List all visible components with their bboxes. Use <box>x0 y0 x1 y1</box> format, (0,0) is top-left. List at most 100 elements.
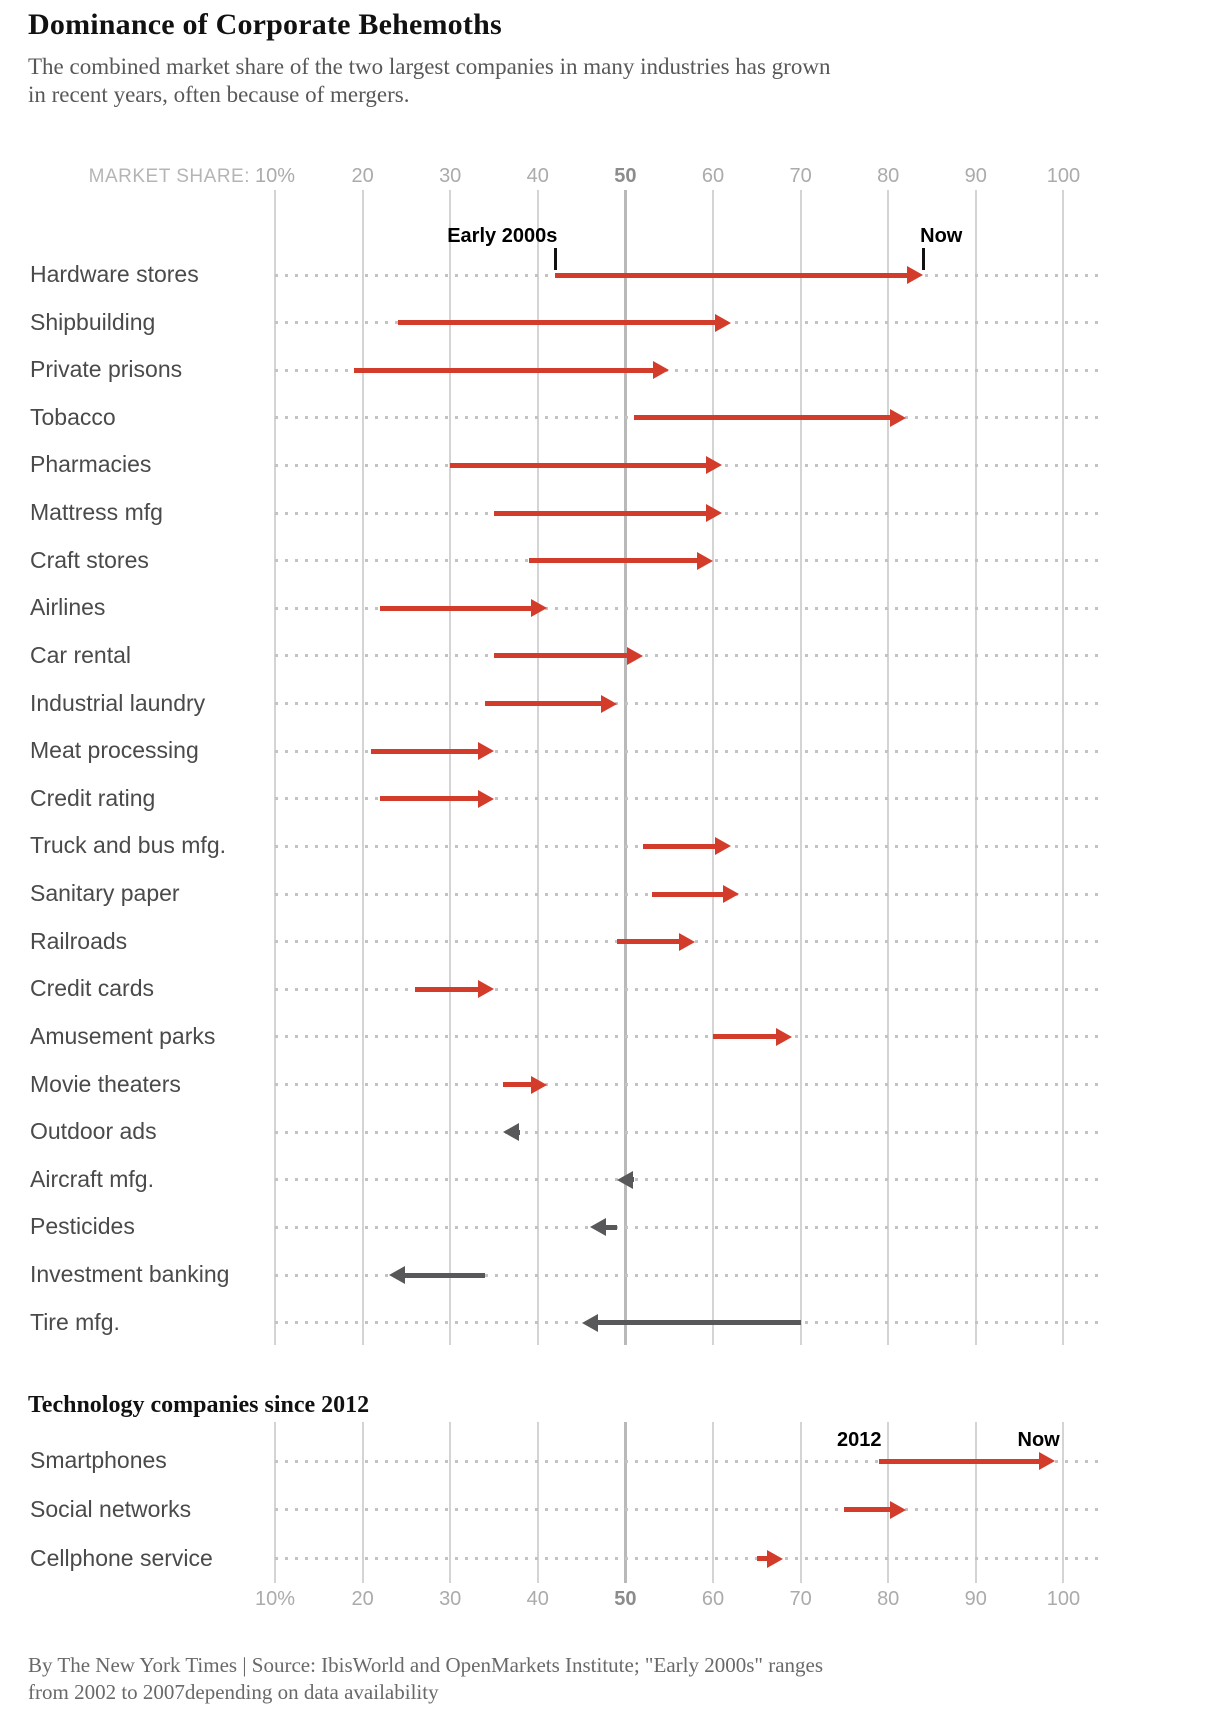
source-credit: By The New York Times | Source: IbisWorl… <box>28 1652 823 1706</box>
trend-arrow-head <box>705 456 722 475</box>
leader-line <box>275 1130 1100 1134</box>
start-annotation: Early 2000s <box>447 225 558 247</box>
row-label: Cellphone service <box>30 1544 213 1571</box>
leader-line <box>275 1083 1100 1087</box>
trend-arrow-shaft <box>494 653 629 659</box>
trend-arrow-head <box>907 266 924 284</box>
gridline-60 <box>712 1422 714 1583</box>
end-annotation: Now <box>920 225 963 247</box>
gridline-70 <box>799 190 802 1345</box>
gridline-10 <box>274 1422 276 1583</box>
gridline-90 <box>974 1422 977 1583</box>
trend-arrow-head <box>889 1500 906 1519</box>
source-credit-line: By The New York Times | Source: IbisWorl… <box>28 1653 824 1677</box>
tech-section-title: Technology companies since 2012 <box>28 1392 370 1418</box>
trend-arrow-head <box>502 1123 519 1142</box>
trend-arrow-head <box>714 313 731 332</box>
row-label: Pesticides <box>30 1213 135 1240</box>
gridline-20 <box>361 1422 364 1583</box>
trend-arrow-shaft <box>380 796 480 802</box>
axis-tick-label: 100 <box>1046 1588 1081 1610</box>
chart-subtitle: The combined market share of the two lar… <box>28 53 830 109</box>
gridline-40 <box>536 1422 539 1583</box>
trend-arrow-head <box>478 789 494 808</box>
gridline-20 <box>361 190 364 1345</box>
row-label: Private prisons <box>30 356 183 383</box>
gridline-70 <box>799 1422 802 1583</box>
trend-arrow-shaft <box>844 1507 892 1513</box>
trend-arrow-shaft <box>380 605 533 611</box>
axis-tick-label: 90 <box>964 1588 987 1610</box>
row-label: Hardware stores <box>30 260 199 287</box>
row-label: Outdoor ads <box>30 1118 157 1145</box>
trend-arrow-head <box>530 1075 547 1094</box>
trend-arrow-head <box>530 599 547 618</box>
trend-arrow-shaft <box>371 748 480 754</box>
trend-arrow-shaft <box>555 272 910 278</box>
axis-tick-label: 30 <box>439 165 462 187</box>
trend-arrow-head <box>723 885 740 904</box>
trend-arrow-head <box>653 361 670 380</box>
trend-arrow-shaft <box>502 1082 533 1088</box>
gridline-80 <box>887 1422 890 1583</box>
gridline-100 <box>1062 190 1065 1345</box>
trend-arrow-head <box>590 1218 607 1237</box>
gridline-40 <box>536 190 539 1345</box>
row-label: Truck and bus mfg. <box>30 832 227 859</box>
trend-arrow-head <box>705 504 722 523</box>
gridline-80 <box>887 190 890 1345</box>
axis-tick-label: 100 <box>1046 165 1081 187</box>
trend-arrow-head <box>616 1170 633 1189</box>
row-label: Meat processing <box>30 737 199 764</box>
row-label: Social networks <box>30 1495 192 1522</box>
axis-tick-label: 20 <box>351 1588 374 1610</box>
trend-arrow-head <box>1038 1452 1055 1470</box>
row-label: Tire mfg. <box>30 1308 120 1335</box>
trend-arrow-shaft <box>415 986 480 992</box>
leader-line <box>275 654 1100 658</box>
axis-tick-label: 50 <box>614 1588 637 1610</box>
trend-arrow-head <box>775 1027 792 1046</box>
trend-arrow-shaft <box>879 1458 1041 1464</box>
axis-tick-label: 10% <box>254 1588 296 1610</box>
trend-arrow-head <box>679 932 696 951</box>
trend-arrow-head <box>478 980 494 999</box>
end-annotation-tick <box>921 248 925 270</box>
axis-tick-label: 20 <box>351 165 374 187</box>
axis-tick-label: 80 <box>877 1588 900 1610</box>
row-label: Pharmacies <box>30 451 152 478</box>
row-label: Car rental <box>30 641 131 668</box>
row-label: Credit cards <box>30 975 154 1002</box>
gridline-50 <box>623 1422 627 1583</box>
trend-arrow-head <box>478 742 494 761</box>
axis-caption: MARKET SHARE: <box>88 166 250 187</box>
row-label: Credit rating <box>30 784 156 811</box>
axis-tick-label: 10% <box>254 165 296 187</box>
axis-tick-label: 30 <box>439 1588 462 1610</box>
row-label: Industrial laundry <box>30 689 206 716</box>
leader-line <box>275 749 1100 753</box>
gridline-50 <box>623 190 627 1345</box>
gridline-60 <box>712 190 714 1345</box>
gridline-100 <box>1062 1422 1065 1583</box>
leader-line <box>275 606 1100 610</box>
leader-line <box>275 1508 1100 1512</box>
trend-arrow-shaft <box>756 1556 770 1562</box>
axis-tick-label: 70 <box>789 1588 812 1610</box>
row-label: Aircraft mfg. <box>30 1165 154 1192</box>
leader-line <box>275 702 1100 706</box>
trend-arrow-shaft <box>397 320 717 326</box>
row-label: Movie theaters <box>30 1070 181 1097</box>
axis-tick-label: 40 <box>526 165 549 187</box>
gridline-30 <box>449 1422 452 1583</box>
trend-arrow-shaft <box>450 462 708 468</box>
trend-arrow-shaft <box>713 1034 778 1040</box>
gridline-90 <box>974 190 977 1345</box>
start-annotation: 2012 <box>836 1429 882 1451</box>
trend-arrow-head <box>714 837 731 856</box>
leader-line <box>275 1557 1100 1561</box>
trend-arrow-shaft <box>529 558 699 564</box>
source-credit-line: from 2002 to 2007depending on data avail… <box>28 1680 439 1704</box>
row-label: Amusement parks <box>30 1022 216 1049</box>
row-label: Smartphones <box>30 1446 167 1473</box>
